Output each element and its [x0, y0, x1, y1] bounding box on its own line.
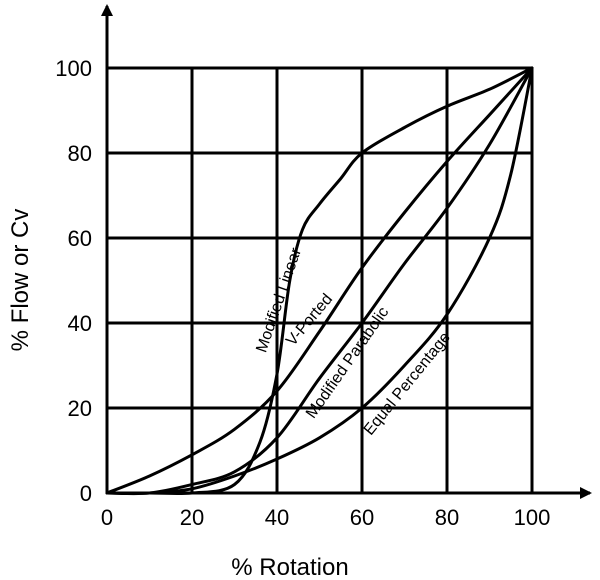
- series-line-modified-linear: [105, 66, 534, 496]
- y-tick-label-40: 40: [68, 311, 92, 336]
- x-tick-label-80: 80: [435, 505, 459, 530]
- x-tick-label-20: 20: [180, 505, 204, 530]
- series-layer: [105, 66, 534, 496]
- series-line-modified-parabolic: [105, 66, 534, 496]
- series-line-equal-percentage: [105, 66, 534, 495]
- y-tick-label-60: 60: [68, 226, 92, 251]
- y-axis-title: % Flow or Cv: [7, 209, 34, 352]
- x-tick-label-60: 60: [350, 505, 374, 530]
- x-tick-label-0: 0: [101, 505, 113, 530]
- x-tick-label-40: 40: [265, 505, 289, 530]
- y-tick-label-0: 0: [80, 481, 92, 506]
- series-line-v-ported: [105, 66, 534, 495]
- y-tick-label-100: 100: [55, 56, 92, 81]
- series-label-equal-percentage: Equal Percentage: [361, 329, 454, 439]
- grid-layer: [107, 66, 534, 493]
- x-axis-title: % Rotation: [231, 554, 348, 580]
- y-tick-label-80: 80: [68, 141, 92, 166]
- tick-labels: 0 20 40 60 80 100 0 20 40 60 80 100: [55, 56, 550, 530]
- x-tick-label-100: 100: [514, 505, 551, 530]
- y-tick-label-20: 20: [68, 396, 92, 421]
